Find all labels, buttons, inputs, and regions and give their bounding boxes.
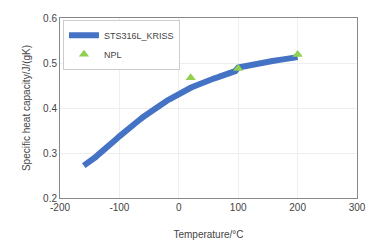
svg-text:-100: -100 [109, 202, 129, 213]
svg-text:100: 100 [230, 202, 247, 213]
svg-text:200: 200 [289, 202, 306, 213]
svg-text:Temperature/°C: Temperature/°C [173, 229, 243, 240]
svg-text:0.2: 0.2 [43, 193, 57, 204]
svg-text:-200: -200 [50, 202, 70, 213]
svg-text:0.5: 0.5 [43, 58, 57, 69]
svg-text:0.6: 0.6 [43, 13, 57, 24]
svg-text:0.3: 0.3 [43, 148, 57, 159]
svg-text:Specific heat capacity/J/(gK): Specific heat capacity/J/(gK) [21, 45, 32, 171]
svg-text:0.4: 0.4 [43, 103, 57, 114]
svg-text:NPL: NPL [104, 50, 122, 60]
svg-text:300: 300 [349, 202, 366, 213]
svg-text:STS316L_KRISS: STS316L_KRISS [104, 31, 174, 41]
svg-text:0: 0 [176, 202, 182, 213]
